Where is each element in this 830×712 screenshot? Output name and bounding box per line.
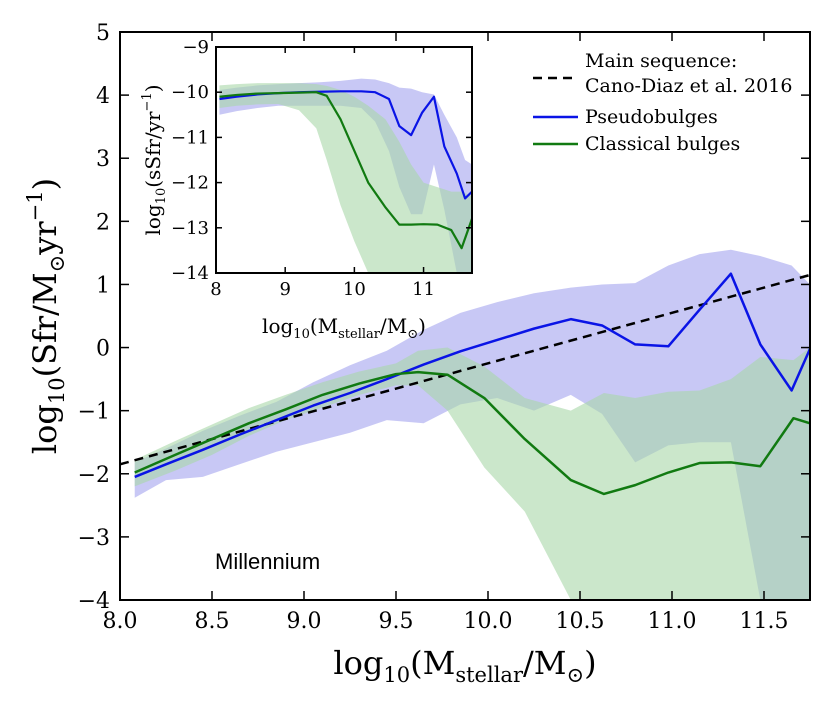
main-ylabel-close: ) [26, 178, 64, 190]
main-ylabel-sub: 10 [45, 377, 69, 404]
main-plot-frame [119, 31, 811, 601]
main-xtick-label: 10.5 [556, 609, 605, 634]
main-xlabel-sub3: ⊙ [567, 663, 585, 687]
main-xlabel-prefix: log [333, 644, 383, 682]
inset-ylabel-close: ) [141, 84, 165, 92]
inset-y-axis-title: log10(sSfr/yr−1) [140, 84, 169, 235]
inset-ytick-label: −14 [171, 263, 209, 284]
inset-xlabel-open: (M [310, 314, 338, 338]
inset-series-lines [219, 90, 472, 250]
main-xtick-label: 11.5 [740, 609, 789, 634]
inset-x-axis-title: log10(Mstellar/M⊙) [262, 314, 426, 342]
millennium-annotation: Millennium [215, 549, 320, 574]
main-xlabel-sub2: stellar [455, 663, 524, 687]
inset-ytick-label: −9 [182, 37, 209, 58]
main-xlabel-mid: /M [523, 644, 567, 682]
inset-ylabel-prefix: log [141, 204, 165, 235]
inset-xlabel-close: ) [418, 314, 426, 338]
inset-band-pseudobulges [219, 78, 472, 273]
main-xtick-label: 10.0 [464, 609, 513, 634]
main-ytick-label: 1 [96, 273, 110, 298]
main-xtick-label: 9.0 [287, 609, 322, 634]
main-line-classical-bulges [134, 370, 810, 496]
main-ylabel-sup: −1 [23, 190, 47, 221]
main-series-lines [120, 272, 810, 496]
legend-label-main-sequence-2: Cano-Diaz et al. 2016 [585, 75, 792, 97]
main-ytick-label: 3 [96, 147, 110, 172]
legend-label-classical-bulges: Classical bulges [585, 133, 740, 155]
inset-xtick-label: 11 [412, 279, 435, 300]
legend-label-pseudobulges: Pseudobulges [585, 106, 718, 128]
inset-plot-frame [215, 46, 473, 274]
inset-ylabel-sup: −1 [140, 92, 155, 111]
main-band-pseudobulges [134, 249, 810, 600]
main-ytick-label: −4 [78, 589, 110, 614]
main-y-axis-title: log10(Sfr/M⊙yr−1) [23, 178, 69, 454]
inset-xtick-label: 9 [279, 279, 290, 300]
inset-ylabel-open: (sSfr/yr [141, 111, 165, 188]
main-xtick-label: 8.5 [195, 609, 230, 634]
inset-xlabel-sub3: ⊙ [407, 327, 418, 342]
inset-ytick-label: −11 [171, 127, 209, 148]
inset-xtick-label: 10 [343, 279, 366, 300]
main-xlabel-close: ) [584, 644, 596, 682]
inset-line-classical-bulges [219, 91, 472, 250]
inset-xlabel-sub2: stellar [338, 327, 381, 342]
main-ytick-label: −1 [78, 400, 110, 425]
legend: Main sequence: Cano-Diaz et al. 2016 Pse… [533, 50, 792, 155]
main-line-pseudobulges [134, 272, 810, 479]
inset-ytick-label: −12 [171, 173, 209, 194]
inset-plot: 8 9 10 11−14−13−12−11−10−9 log10(sSfr/yr−1)… [140, 37, 473, 342]
main-ytick-label: 5 [96, 21, 110, 46]
main-xlabel-sub: 10 [383, 663, 410, 687]
main-ylabel-sub2: ⊙ [45, 255, 69, 273]
inset-xtick-label: 8 [210, 279, 221, 300]
main-xtick-label: 11.0 [648, 609, 697, 634]
inset-axis-ticks: 8 9 10 11 −14 −13 −12 −11 −10 −9 [171, 37, 472, 300]
main-ytick-label: −2 [78, 463, 110, 488]
main-ylabel-mid: yr [26, 221, 64, 256]
main-axis-ticks: 8.0 8.5 9.0 9.5 10.0 10.5 11.0 11.5−4−3−2−10123… [78, 21, 810, 634]
main-x-axis-title: log10(Mstellar/M⊙) [333, 644, 596, 687]
main-ytick-label: 0 [96, 337, 110, 362]
inset-xlabel-mid: /M [380, 314, 407, 338]
inset-xlabel-sub: 10 [293, 327, 310, 342]
main-xtick-label: 9.5 [379, 609, 414, 634]
main-xtick-label: 8.0 [103, 609, 138, 634]
main-ytick-label: 4 [96, 84, 110, 109]
main-ytick-label: −3 [78, 526, 110, 551]
main-ylabel-prefix: log [26, 404, 64, 454]
inset-ytick-label: −10 [171, 82, 209, 103]
main-ytick-label: 2 [96, 210, 110, 235]
legend-label-main-sequence-1: Main sequence: [585, 50, 737, 72]
inset-ylabel-sub: 10 [154, 188, 169, 205]
main-xlabel-open: (M [410, 644, 455, 682]
inset-xlabel-prefix: log [262, 314, 293, 338]
inset-ytick-label: −13 [171, 218, 209, 239]
main-ylabel-open: (Sfr/M [26, 272, 64, 377]
